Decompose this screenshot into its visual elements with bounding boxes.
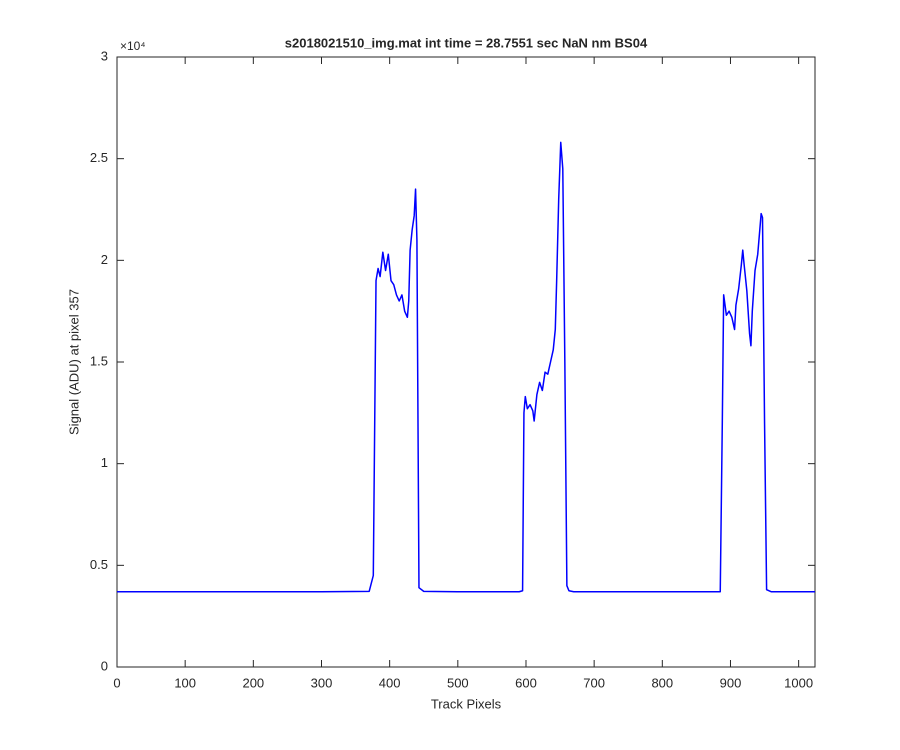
y-tick-label: 0.5 (90, 557, 108, 572)
x-tick-label: 800 (651, 675, 673, 690)
y-tick-label: 2 (101, 252, 108, 267)
x-tick-label: 500 (447, 675, 469, 690)
data-line (117, 141, 815, 593)
y-axis-label: Signal (ADU) at pixel 357 (66, 289, 81, 435)
x-axis-label: Track Pixels (431, 696, 502, 711)
x-tick-label: 0 (113, 675, 120, 690)
x-tick-label: 1000 (784, 675, 813, 690)
x-tick-label: 100 (174, 675, 196, 690)
x-tick-label: 300 (311, 675, 333, 690)
y-tick-label: 2.5 (90, 150, 108, 165)
x-tick-label: 200 (242, 675, 264, 690)
x-tick-label: 600 (515, 675, 537, 690)
y-tick-label: 1 (101, 455, 108, 470)
y-tick-label: 3 (101, 48, 108, 63)
chart-title: s2018021510_img.mat int time = 28.7551 s… (285, 35, 648, 50)
y-tick-label: 0 (101, 658, 108, 673)
x-tick-label: 700 (583, 675, 605, 690)
x-tick-label: 400 (379, 675, 401, 690)
y-scale-label: ×10⁴ (120, 39, 146, 53)
x-tick-label: 900 (720, 675, 742, 690)
y-tick-label: 1.5 (90, 353, 108, 368)
